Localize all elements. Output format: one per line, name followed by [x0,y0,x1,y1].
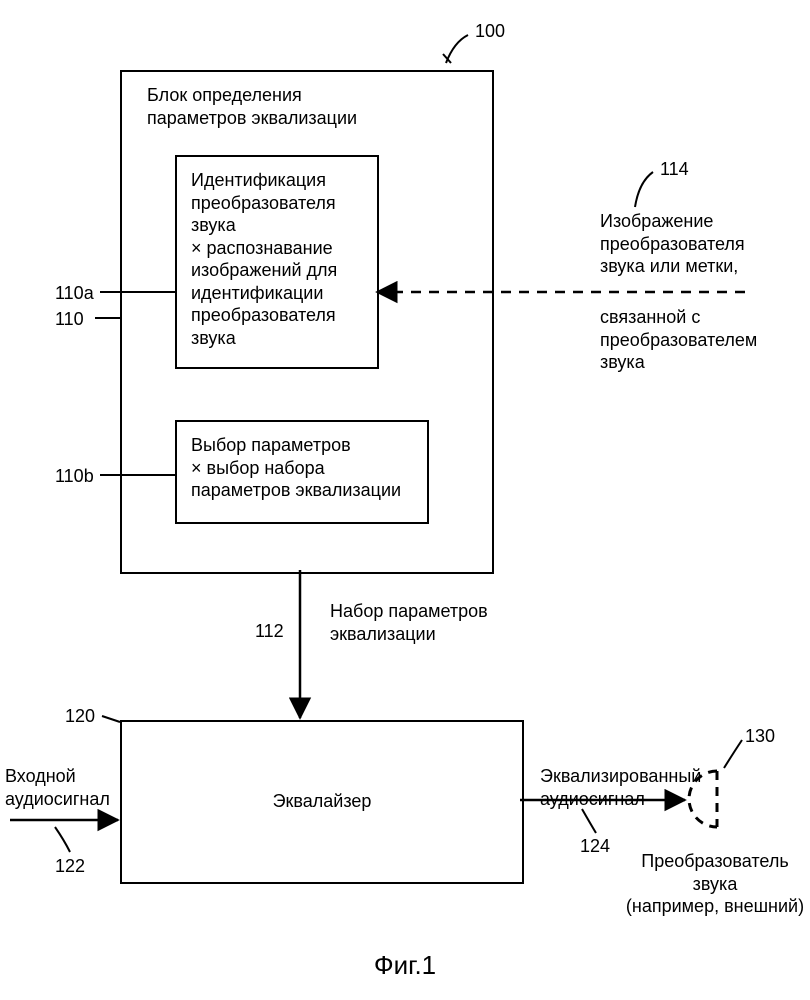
leader-130 [724,740,742,768]
t: звука [191,214,371,237]
leader-114 [635,172,653,207]
t: Изображение [600,210,800,233]
t: × распознавание [191,237,371,260]
t: преобразователя [191,192,371,215]
ref-112: 112 [255,620,284,643]
t: связанной с [600,306,800,329]
t: параметров эквализации [191,479,421,502]
t: звука [600,351,800,374]
leader-100 [446,35,468,63]
t: (например, внешний) [620,895,810,918]
ref-122: 122 [55,855,85,878]
ref-100: 100 [475,20,505,43]
t: Входной [5,765,120,788]
leader-100-tick [443,54,451,63]
edge-112-text: Набор параметров эквализации [330,600,530,645]
leader-122 [55,827,70,852]
block-110a-text: Идентификация преобразователя звука × ра… [191,169,371,349]
t: преобразователя [600,233,800,256]
ref-124: 124 [580,835,610,858]
t: звука или метки, [600,255,800,278]
ref-110a: 110a [55,282,94,305]
t: аудиосигнал [540,788,720,811]
t: идентификации [191,282,371,305]
t: преобразователя [191,304,371,327]
leader-124 [582,809,596,833]
output-audio-label: Эквализированный аудиосигнал [540,765,720,810]
block-110b: Выбор параметров × выбор набора параметр… [175,420,429,524]
t: Эквализированный [540,765,720,788]
block-110b-text: Выбор параметров × выбор набора параметр… [191,434,421,502]
block-110-title: Блок определения параметров эквализации [147,84,467,129]
block-110a: Идентификация преобразователя звука × ра… [175,155,379,369]
t: Набор параметров [330,600,530,623]
figure-caption: Фиг.1 [0,950,810,981]
input-audio-label: Входной аудиосигнал [5,765,120,810]
equalizer-label: Эквалайзер [122,790,522,813]
t: × выбор набора [191,457,421,480]
t: аудиосигнал [5,788,120,811]
ref-110: 110 [55,308,84,331]
t: изображений для [191,259,371,282]
ref-120: 120 [65,705,95,728]
t: Идентификация [191,169,371,192]
t: Преобразователь [620,850,810,873]
t: звука [620,873,810,896]
diagram-canvas: Блок определения параметров эквализации … [0,0,810,1000]
ref-114: 114 [660,158,689,181]
ref-130: 130 [745,725,775,748]
t: Выбор параметров [191,434,421,457]
leader-120 [102,716,120,722]
input-image-text-top: Изображение преобразователя звука или ме… [600,210,800,278]
block-equalizer: Эквалайзер [120,720,524,884]
input-image-text-bottom: связанной с преобразователем звука [600,306,800,374]
t: преобразователем [600,329,800,352]
t: звука [191,327,371,350]
t: эквализации [330,623,530,646]
ref-110b: 110b [55,465,94,488]
transducer-label: Преобразователь звука (например, внешний… [620,850,810,918]
